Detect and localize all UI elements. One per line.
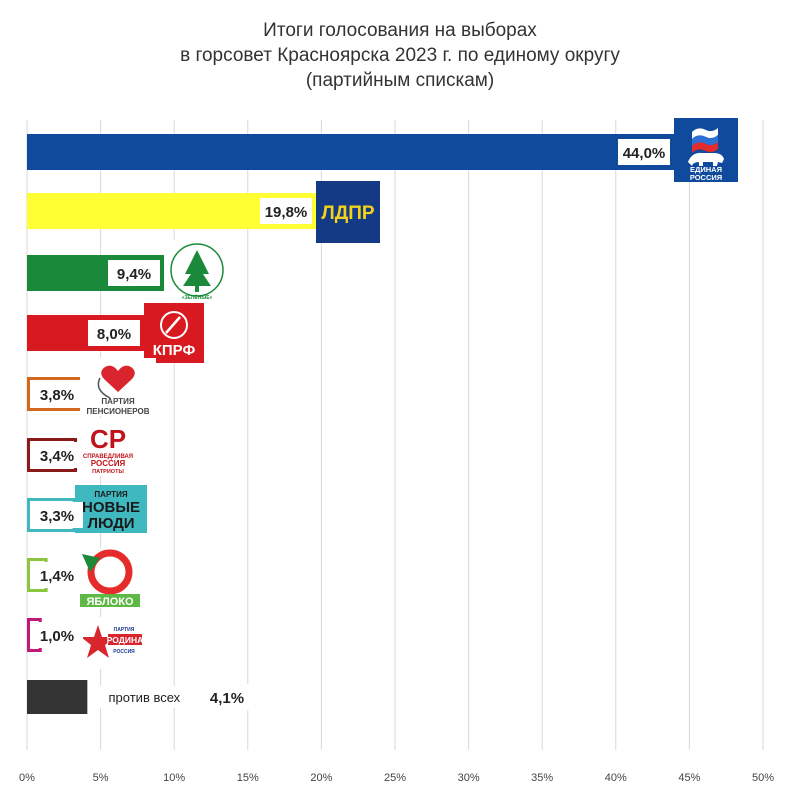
bar-group: против всех 4,1%	[27, 680, 250, 714]
tree-icon	[183, 250, 211, 286]
x-tick-label: 35%	[531, 772, 553, 784]
logo-text: СР	[90, 424, 126, 454]
logo-text: НОВЫЕ	[82, 499, 140, 516]
chart-title-line-3: (партийным спискам)	[305, 70, 495, 91]
data-label-bg	[31, 622, 83, 648]
bar-group: ПАРТИЯ РОДИНА РОССИЯ 1,0%	[27, 617, 144, 669]
logo-text: ПАРТИЯ	[94, 490, 127, 499]
logo-text: КПРФ	[153, 342, 196, 359]
bars: ЕДИНАЯРОССИЯ44,0%ЛДПР19,8%«ЗЕЛЁНЫЕ»9,4%К…	[27, 118, 738, 714]
data-label: 19,8%	[265, 204, 308, 221]
x-tick-label: 40%	[605, 772, 627, 784]
data-label-bg	[260, 198, 312, 224]
bear-icon	[688, 152, 724, 166]
data-label: 4,1%	[210, 690, 244, 707]
data-label: 3,3%	[40, 508, 74, 525]
rodina-logo: ПАРТИЯ РОДИНА РОССИЯ	[78, 617, 144, 669]
bar-group: ЛДПР 19,8%	[27, 181, 380, 243]
chart-title-line-2: в горсовет Красноярска 2023 г. по едином…	[180, 45, 620, 66]
data-label: 1,0%	[40, 628, 74, 645]
flag-shape	[692, 128, 718, 139]
logo-text: РОССИЯ	[91, 459, 126, 468]
heart-icon	[101, 365, 135, 392]
logo-text: РОССИЯ	[113, 649, 135, 655]
logo-bg	[75, 485, 147, 533]
hammer-sickle-icon	[160, 311, 188, 339]
data-label: 8,0%	[97, 326, 131, 343]
x-tick-label: 50%	[752, 772, 774, 784]
apple-ring-icon	[87, 549, 133, 595]
logo-text: ПАРТИЯ	[114, 627, 135, 633]
data-label-bg	[204, 684, 250, 710]
data-label: 44,0%	[623, 145, 666, 162]
data-label: 3,4%	[40, 448, 74, 465]
logo-text: ЯБЛОКО	[86, 596, 134, 608]
leaf-icon	[82, 554, 100, 572]
chart-title-line-1: Итоги голосования на выборах	[263, 20, 537, 41]
against-all-label: против всех	[109, 690, 181, 705]
logo-text: РОДИНА	[107, 635, 144, 645]
logo-band	[80, 594, 140, 607]
logo-text: ЕДИНАЯ	[690, 165, 722, 174]
data-label: 1,4%	[40, 568, 74, 585]
data-label: 3,8%	[40, 387, 74, 404]
star-icon	[81, 625, 115, 658]
data-label-bg	[618, 139, 670, 165]
x-tick-label: 5%	[93, 772, 109, 784]
logo-text: «ЗЕЛЁНЫЕ»	[182, 294, 213, 301]
yabloko-logo: ЯБЛОКО	[76, 548, 142, 608]
data-label-bg	[31, 381, 83, 407]
x-tick-label: 30%	[458, 772, 480, 784]
x-axis: 0% 5% 10% 15% 20% 25% 30% 35% 40% 45% 50%	[19, 772, 774, 784]
logo-text: ЛДПР	[321, 203, 375, 224]
logo-ring	[170, 243, 224, 297]
data-label-bg	[88, 320, 140, 346]
x-tick-label: 25%	[384, 772, 406, 784]
bar-group: КПРФ 8,0%	[27, 303, 204, 363]
data-label-bg	[31, 502, 83, 528]
data-label-bg	[31, 562, 83, 588]
logo-text: ПАРТИЯ	[101, 397, 134, 406]
flag-shape	[692, 135, 718, 146]
kprf-logo: КПРФ	[144, 303, 204, 363]
bar	[27, 680, 88, 714]
bar	[27, 134, 675, 170]
logo-text: СПРАВЕДЛИВАЯ	[83, 454, 133, 460]
logo-bg	[316, 181, 380, 243]
tree-trunk	[195, 286, 199, 292]
x-tick-label: 10%	[163, 772, 185, 784]
logo-text: ПЕНСИОНЕРОВ	[87, 407, 150, 416]
logo-text: ПАТРИОТЫ	[92, 469, 124, 475]
hammer-icon	[165, 316, 181, 334]
label-bg	[94, 686, 195, 708]
ldpr-logo: ЛДПР	[316, 181, 380, 243]
logo-band	[108, 634, 142, 645]
chart-title: Итоги голосования на выборах в горсовет …	[0, 18, 800, 93]
data-label: 9,4%	[117, 266, 151, 283]
x-tick-label: 45%	[678, 772, 700, 784]
data-label-bg	[31, 442, 83, 468]
x-tick-label: 0%	[19, 772, 35, 784]
logo-bg	[78, 418, 140, 476]
bar-group: «ЗЕЛЁНЫЕ» 9,4%	[27, 240, 230, 302]
hands-icon	[97, 377, 111, 399]
logo-text: ЛЮДИ	[87, 515, 134, 532]
data-label-bg	[108, 260, 160, 286]
flag-shape	[692, 142, 718, 153]
x-tick-label: 20%	[310, 772, 332, 784]
bar-group: ЯБЛОКО 1,4%	[27, 548, 142, 608]
x-tick-label: 15%	[237, 772, 259, 784]
logo-text: РОССИЯ	[690, 173, 722, 182]
zelenye-logo: «ЗЕЛЁНЫЕ»	[164, 240, 230, 302]
